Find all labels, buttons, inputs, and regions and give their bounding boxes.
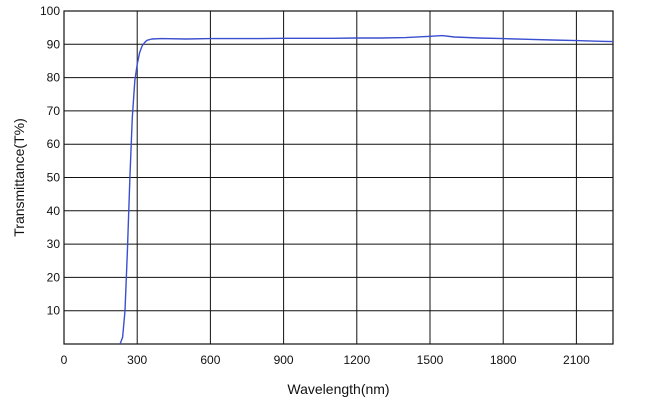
y-tick-label: 20	[47, 270, 61, 284]
y-tick-label: 80	[47, 71, 61, 85]
x-tick-label: 0	[61, 353, 68, 367]
y-tick-label: 60	[47, 137, 61, 151]
y-tick-label: 40	[47, 204, 61, 218]
x-tick-labels: 0 300 600 900 1200 1500 1800 2100	[61, 353, 590, 367]
y-tick-labels: 10 20 30 40 50 60 70 80 90 100	[40, 4, 60, 318]
x-tick-label: 300	[127, 353, 147, 367]
x-tick-label: 2100	[563, 353, 590, 367]
x-tick-label: 1500	[417, 353, 444, 367]
y-tick-label: 70	[47, 104, 61, 118]
transmittance-series-line	[119, 34, 614, 345]
y-tick-label: 50	[47, 171, 61, 185]
y-tick-label: 10	[47, 304, 61, 318]
x-tick-label: 900	[274, 353, 294, 367]
y-tick-label: 90	[47, 37, 61, 51]
y-tick-label: 30	[47, 237, 61, 251]
x-axis-title: Wavelength(nm)	[287, 381, 389, 397]
y-axis-title: Transmittance(T%)	[11, 118, 27, 237]
plot-frame	[63, 10, 614, 345]
y-tick-label: 100	[40, 4, 60, 18]
series-layer	[119, 34, 614, 345]
x-tick-label: 600	[200, 353, 220, 367]
x-tick-label: 1200	[343, 353, 370, 367]
grid	[64, 11, 613, 344]
x-tick-label: 1800	[490, 353, 517, 367]
